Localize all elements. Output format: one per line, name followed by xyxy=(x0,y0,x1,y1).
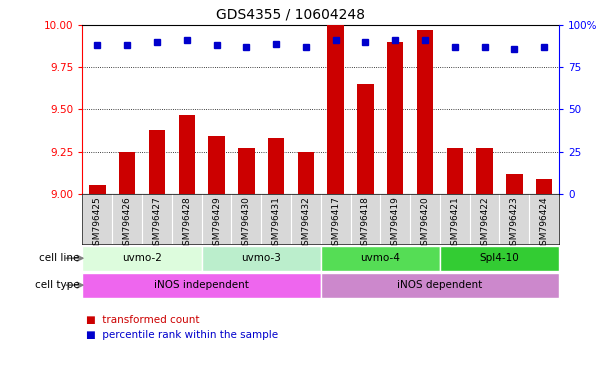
Text: GSM796432: GSM796432 xyxy=(301,197,310,251)
Bar xyxy=(321,246,440,271)
Bar xyxy=(387,42,403,194)
Text: GSM796424: GSM796424 xyxy=(540,197,549,251)
Bar xyxy=(440,246,559,271)
Text: GSM796420: GSM796420 xyxy=(420,197,430,251)
Text: GSM796429: GSM796429 xyxy=(212,197,221,251)
Bar xyxy=(238,148,255,194)
Bar xyxy=(89,185,106,194)
Text: cell type: cell type xyxy=(35,280,79,290)
Bar xyxy=(82,246,202,271)
Text: uvmo-2: uvmo-2 xyxy=(122,253,162,263)
Text: GSM796431: GSM796431 xyxy=(272,197,280,251)
Bar xyxy=(477,148,493,194)
Text: cell line: cell line xyxy=(39,253,79,263)
Text: GSM796421: GSM796421 xyxy=(450,197,459,251)
Bar xyxy=(208,136,225,194)
Text: GSM796426: GSM796426 xyxy=(123,197,131,251)
Bar xyxy=(268,138,284,194)
Bar xyxy=(447,148,463,194)
Text: uvmo-4: uvmo-4 xyxy=(360,253,400,263)
Text: iNOS dependent: iNOS dependent xyxy=(397,280,483,290)
Text: GSM796422: GSM796422 xyxy=(480,197,489,251)
Bar xyxy=(298,152,314,194)
Text: GSM796418: GSM796418 xyxy=(361,197,370,251)
Text: ■  transformed count: ■ transformed count xyxy=(86,315,199,325)
Text: GSM796419: GSM796419 xyxy=(391,197,400,251)
Bar xyxy=(357,84,374,194)
Bar xyxy=(321,273,559,298)
Text: GSM796430: GSM796430 xyxy=(242,197,251,251)
Text: ■  percentile rank within the sample: ■ percentile rank within the sample xyxy=(86,330,277,340)
Bar xyxy=(178,114,195,194)
Bar xyxy=(148,130,165,194)
Bar xyxy=(506,174,522,194)
Bar xyxy=(119,152,136,194)
Bar xyxy=(82,273,321,298)
Text: GSM796428: GSM796428 xyxy=(182,197,191,251)
Text: uvmo-3: uvmo-3 xyxy=(241,253,281,263)
Text: GSM796427: GSM796427 xyxy=(153,197,161,251)
Text: GSM796417: GSM796417 xyxy=(331,197,340,251)
Text: Spl4-10: Spl4-10 xyxy=(480,253,519,263)
Text: iNOS independent: iNOS independent xyxy=(154,280,249,290)
Bar xyxy=(327,25,344,194)
Bar xyxy=(417,30,433,194)
Text: GSM796423: GSM796423 xyxy=(510,197,519,251)
Bar xyxy=(536,179,552,194)
Text: GDS4355 / 10604248: GDS4355 / 10604248 xyxy=(216,7,365,21)
Text: GSM796425: GSM796425 xyxy=(93,197,102,251)
Bar xyxy=(202,246,321,271)
